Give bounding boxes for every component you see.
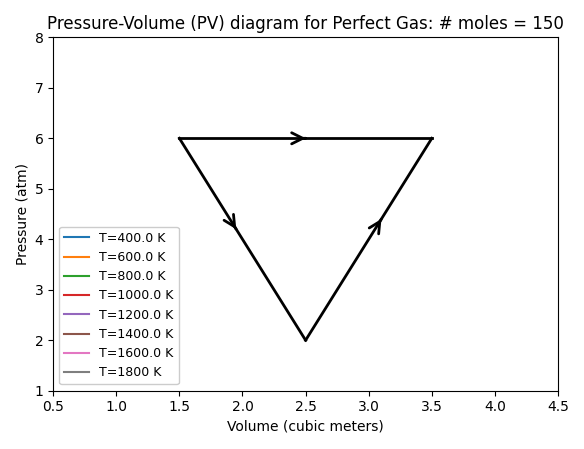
Title: Pressure-Volume (PV) diagram for Perfect Gas: # moles = 150: Pressure-Volume (PV) diagram for Perfect… bbox=[47, 15, 564, 33]
X-axis label: Volume (cubic meters): Volume (cubic meters) bbox=[227, 420, 384, 434]
Legend: T=400.0 K, T=600.0 K, T=800.0 K, T=1000.0 K, T=1200.0 K, T=1400.0 K, T=1600.0 K,: T=400.0 K, T=600.0 K, T=800.0 K, T=1000.… bbox=[60, 227, 179, 384]
Y-axis label: Pressure (atm): Pressure (atm) bbox=[15, 163, 29, 265]
